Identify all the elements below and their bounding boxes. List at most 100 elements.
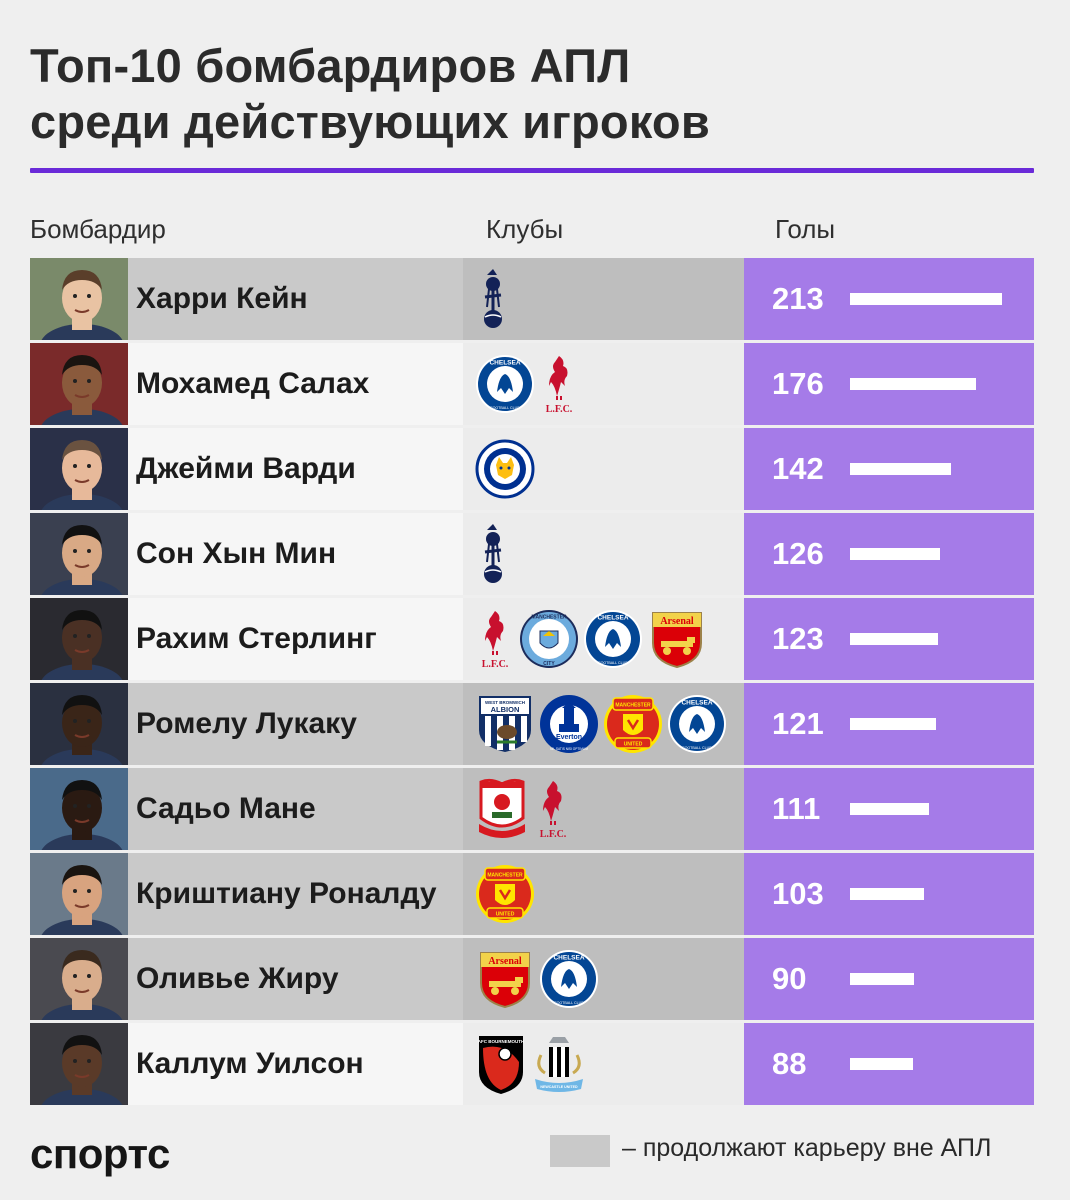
player-clubs: WEST BROMWICH ALBION Everton NIL SATIS NISI… (463, 683, 744, 765)
table-row: Мохамед Салах CHELSEA FOOTBALL CLUB L.F.C. 1… (30, 343, 1034, 425)
arsenal-crest-icon: Arsenal (647, 609, 707, 669)
title-divider (30, 168, 1034, 173)
goals-value: 176 (772, 366, 824, 401)
everton-crest-icon: Everton NIL SATIS NISI OPTIMUM (539, 694, 599, 754)
svg-text:MANCHESTER: MANCHESTER (531, 615, 567, 621)
svg-text:CHELSEA: CHELSEA (681, 700, 712, 707)
goals-bar (850, 1058, 913, 1070)
player-photo (30, 428, 128, 510)
liverpool-crest-icon: L.F.C. (475, 607, 515, 671)
goals-bar (850, 973, 914, 985)
chelsea-crest-icon: CHELSEA FOOTBALL CLUB (583, 609, 643, 669)
player-name: Оливье Жиру (128, 938, 463, 1020)
svg-text:MANCHESTER: MANCHESTER (487, 873, 523, 879)
goals-bar (850, 803, 929, 815)
player-clubs: CHELSEA FOOTBALL CLUB L.F.C. (463, 343, 744, 425)
table-row: Сон Хын Мин 126 (30, 513, 1034, 595)
table-row: Харри Кейн 213 (30, 258, 1034, 340)
player-photo (30, 598, 128, 680)
svg-text:FOOTBALL CLUB: FOOTBALL CLUB (682, 746, 712, 750)
goals-bar (850, 888, 924, 900)
player-photo (30, 853, 128, 935)
goals-cell: 90 (744, 938, 1034, 1020)
liverpool-crest-icon: L.F.C. (539, 352, 579, 416)
table-row: Рахим Стерлинг L.F.C. MANCHESTER CITY CHELSE… (30, 598, 1034, 680)
goals-value: 213 (772, 281, 824, 316)
mancity-crest-icon: MANCHESTER CITY (519, 609, 579, 669)
player-name: Ромелу Лукаку (128, 683, 463, 765)
goals-bar (850, 378, 976, 390)
page-title: Топ-10 бомбардиров АПЛ среди действующих… (30, 38, 1040, 150)
legend-text: – продолжают карьеру вне АПЛ (622, 1134, 992, 1162)
title-line-1: Топ-10 бомбардиров АПЛ (30, 39, 631, 92)
goals-cell: 123 (744, 598, 1034, 680)
goals-bar (850, 633, 938, 645)
title-line-2: среди действующих игроков (30, 95, 710, 148)
goals-value: 111 (772, 791, 821, 826)
player-clubs: Arsenal CHELSEA FOOTBALL CLUB (463, 938, 744, 1020)
player-name: Харри Кейн (128, 258, 463, 340)
goals-cell: 111 (744, 768, 1034, 850)
table-row: Оливье Жиру Arsenal CHELSEA FOOTBALL CLUB 90 (30, 938, 1034, 1020)
player-clubs (463, 428, 744, 510)
player-clubs (463, 258, 744, 340)
goals-bar (850, 463, 951, 475)
player-photo (30, 683, 128, 765)
table-row: Садьо Мане L.F.C. 111 (30, 768, 1034, 850)
svg-text:CHELSEA: CHELSEA (489, 360, 520, 367)
arsenal-crest-icon: Arsenal (475, 949, 535, 1009)
svg-text:UNITED: UNITED (624, 742, 643, 748)
newcastle-crest-icon: NEWCASTLE UNITED (531, 1033, 587, 1095)
tottenham-crest-icon (475, 267, 511, 331)
goals-bar (850, 718, 936, 730)
player-photo (30, 343, 128, 425)
player-name: Садьо Мане (128, 768, 463, 850)
chelsea-crest-icon: CHELSEA FOOTBALL CLUB (539, 949, 599, 1009)
player-name: Криштиану Роналду (128, 853, 463, 935)
player-photo (30, 258, 128, 340)
tottenham-crest-icon (475, 522, 511, 586)
chelsea-crest-icon: CHELSEA FOOTBALL CLUB (475, 354, 535, 414)
svg-text:CHELSEA: CHELSEA (553, 955, 584, 962)
legend-swatch (550, 1135, 610, 1167)
logo-text: спортс (30, 1130, 170, 1177)
column-header-goals: Голы (775, 214, 836, 244)
goals-cell: 121 (744, 683, 1034, 765)
player-name: Сон Хын Мин (128, 513, 463, 595)
goals-value: 123 (772, 621, 824, 656)
goals-value: 88 (772, 1046, 807, 1081)
player-clubs: L.F.C. (463, 768, 744, 850)
scorers-table: Харри Кейн 213 Мохамед Салах CHELSEA FOOTBA… (30, 258, 1034, 1108)
svg-text:CHELSEA: CHELSEA (597, 615, 628, 622)
table-row: Джейми Варди 142 (30, 428, 1034, 510)
svg-text:MANCHESTER: MANCHESTER (615, 703, 651, 709)
svg-text:WEST BROMWICH: WEST BROMWICH (485, 700, 525, 705)
svg-text:L.F.C.: L.F.C. (546, 404, 573, 415)
svg-text:UNITED: UNITED (496, 912, 515, 918)
player-photo (30, 1023, 128, 1105)
goals-cell: 88 (744, 1023, 1034, 1105)
player-clubs: MANCHESTER UNITED (463, 853, 744, 935)
player-photo (30, 513, 128, 595)
goals-bar (850, 293, 1002, 305)
goals-bar (850, 548, 940, 560)
table-row: Криштиану Роналду MANCHESTER UNITED 103 (30, 853, 1034, 935)
svg-text:ALBION: ALBION (491, 705, 520, 714)
player-name: Каллум Уилсон (128, 1023, 463, 1105)
player-name: Мохамед Салах (128, 343, 463, 425)
goals-cell: 126 (744, 513, 1034, 595)
liverpool-crest-icon: L.F.C. (533, 777, 573, 841)
goals-value: 103 (772, 876, 824, 911)
bournemouth-crest-icon: AFC BOURNEMOUTH (475, 1032, 527, 1096)
svg-text:NIL SATIS NISI OPTIMUM: NIL SATIS NISI OPTIMUM (550, 747, 588, 751)
svg-text:Arsenal: Arsenal (488, 956, 522, 967)
player-photo (30, 938, 128, 1020)
player-clubs (463, 513, 744, 595)
player-clubs: AFC BOURNEMOUTH NEWCASTLE UNITED (463, 1023, 744, 1105)
svg-text:FOOTBALL CLUB: FOOTBALL CLUB (598, 661, 628, 665)
table-row: Ромелу Лукаку WEST BROMWICH ALBION Everton N… (30, 683, 1034, 765)
column-header-scorer: Бомбардир (30, 214, 166, 244)
chelsea-crest-icon: CHELSEA FOOTBALL CLUB (667, 694, 727, 754)
svg-text:NEWCASTLE UNITED: NEWCASTLE UNITED (540, 1085, 578, 1089)
southampton-crest-icon (475, 778, 529, 840)
